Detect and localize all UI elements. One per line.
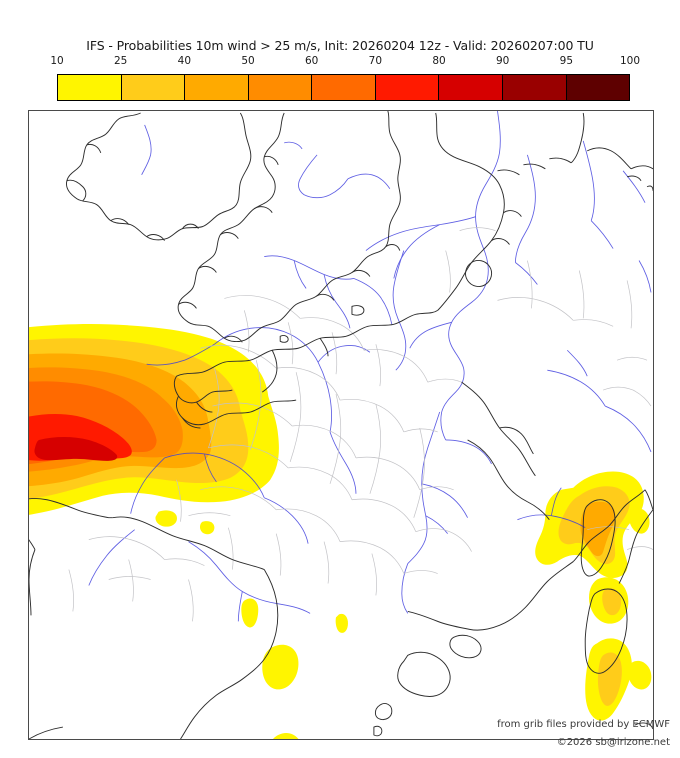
coast-med-france-italy (407, 561, 574, 631)
contour-tyrrhenian-inner (602, 588, 622, 616)
contour-patch-biscay-south (155, 510, 177, 527)
contour-corsica-inner (580, 501, 616, 557)
colorbar-swatch-8 (566, 75, 630, 100)
colorbar-swatch-7 (502, 75, 567, 100)
colorbar-tick-100: 100 (619, 55, 641, 67)
coast-britain (177, 111, 401, 343)
contour-sardinia-mid (597, 652, 622, 706)
credit-source: from grib files provided by ECMWF (497, 719, 670, 730)
colorbar-legend: 10 25 40 50 60 70 80 90 95 100 (50, 55, 640, 101)
colorbar-tick-25: 25 (113, 55, 128, 67)
border-pyrenees (112, 516, 265, 570)
map-canvas[interactable] (28, 110, 654, 740)
contour-sardinia-east (627, 660, 652, 690)
page-title: IFS - Probabilities 10m wind > 25 m/s, I… (86, 38, 594, 53)
rivers-layer (88, 111, 652, 622)
colorbar-swatch-2 (185, 75, 249, 100)
contour-patch-spain-1 (241, 598, 259, 628)
colorbar-swatches (57, 74, 630, 101)
admin-boundaries-layer (68, 227, 653, 622)
coast-sardinia (584, 588, 628, 674)
colorbar-tick-95: 95 (559, 55, 574, 67)
contour-patch-med-2 (262, 644, 299, 690)
colorbar-swatch-4 (312, 75, 376, 100)
coast-mallorca (397, 651, 451, 697)
credit-copyright: ©2026 sb@irizone.net (556, 737, 670, 748)
coastlines-layer (29, 111, 653, 739)
colorbar-tick-10: 10 (50, 55, 64, 67)
colorbar-tick-labels: 10 25 40 50 60 70 80 90 95 100 (50, 55, 640, 73)
coast-ireland (66, 112, 252, 241)
coast-corsica (580, 499, 616, 577)
colorbar-tick-70: 70 (368, 55, 383, 67)
contour-patch-med-4 (273, 733, 299, 739)
colorbar-swatch-1 (121, 75, 186, 100)
colorbar-swatch-6 (439, 75, 503, 100)
border-alpine (461, 381, 536, 477)
colorbar-swatch-3 (248, 75, 313, 100)
contour-liguria (629, 508, 650, 534)
coast-benelux (435, 112, 505, 311)
contour-peak-80-core (48, 447, 101, 459)
colorbar-swatch-5 (375, 75, 440, 100)
colorbar-tick-50: 50 (241, 55, 255, 67)
colorbar-tick-90: 90 (495, 55, 510, 67)
colorbar-tick-60: 60 (304, 55, 319, 67)
probability-contours (29, 324, 652, 739)
colorbar-tick-80: 80 (432, 55, 446, 67)
coast-iberia (29, 497, 113, 519)
colorbar-tick-40: 40 (177, 55, 192, 67)
map-svg (29, 111, 653, 739)
coast-france-north (176, 309, 438, 377)
contour-patch-pyrenees (199, 521, 215, 535)
colorbar-swatch-0 (58, 75, 122, 100)
contour-patch-med-1 (335, 613, 348, 633)
